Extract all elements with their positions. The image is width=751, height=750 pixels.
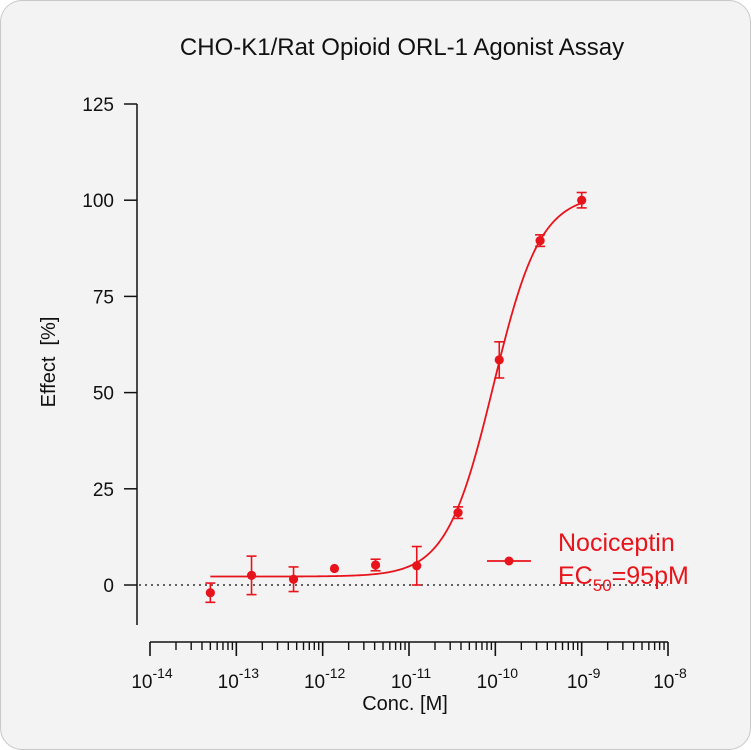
legend-ec-prefix: EC [558,562,593,590]
x-tick-label: 10-11 [391,665,432,693]
data-point [205,588,215,598]
x-tick-label: 10-13 [218,665,260,693]
y-tick-label: 100 [82,191,114,212]
x-tick-label: 10-10 [477,665,519,693]
data-point [535,236,545,246]
data-point [412,561,422,571]
chart-title: CHO-K1/Rat Opioid ORL-1 Agonist Assay [180,34,624,61]
data-point [494,355,504,365]
x-tick-label: 10-9 [567,665,601,693]
data-point [246,570,257,580]
legend-ec-subscript: 50 [593,576,612,595]
y-axis-label: Effect [%] [38,317,60,408]
data-point [329,563,340,574]
legend-series-name: Nociceptin [558,529,675,557]
data-point [453,508,463,518]
data-point [370,560,381,570]
data-point [577,195,587,205]
data-point [288,574,299,584]
y-axis: 0 25 50 75 100 125 [82,95,138,625]
y-tick-label: 25 [93,480,114,501]
plot-area [205,191,587,604]
x-tick-label: 10-12 [304,665,346,693]
legend: Nociceptin EC50=95pM [487,529,689,595]
y-tick-label: 50 [93,384,114,405]
x-tick-label: 10-14 [131,665,173,693]
x-tick-label: 10-8 [653,665,687,693]
y-tick-label: 0 [103,576,114,597]
y-tick-label: 75 [93,287,114,308]
legend-ec-number: =95pM [612,562,689,590]
legend-series-marker [504,556,514,566]
x-axis: 10-14 10-13 10-12 10-11 10-10 10-9 10-8 [131,641,687,693]
y-tick-label: 125 [82,95,114,116]
fit-curve [210,202,582,578]
x-axis-label: Conc. [M] [362,693,448,715]
legend-ec50-value: EC50=95pM [558,562,689,595]
